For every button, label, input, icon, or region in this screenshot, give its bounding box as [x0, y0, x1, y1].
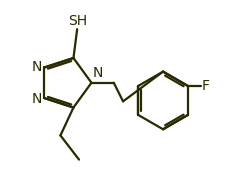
Text: F: F — [202, 79, 210, 93]
Text: N: N — [32, 92, 42, 106]
Text: SH: SH — [68, 14, 88, 28]
Text: N: N — [32, 60, 42, 74]
Text: N: N — [92, 66, 103, 80]
